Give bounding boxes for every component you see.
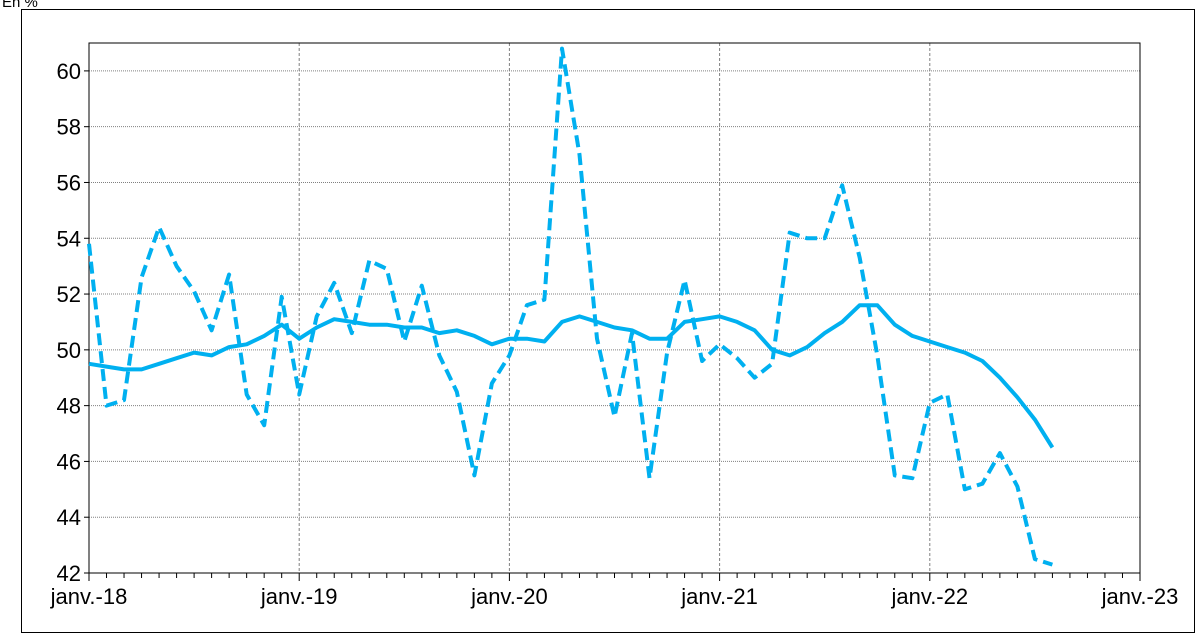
x-tick-label: janv.-23	[1101, 584, 1179, 609]
y-tick-label: 54	[57, 226, 81, 251]
x-tick-label: janv.-22	[890, 584, 968, 609]
y-tick-label: 46	[57, 449, 81, 474]
y-tick-label: 56	[57, 170, 81, 195]
x-tick-label: janv.-20	[470, 584, 548, 609]
dashed-series-line	[87, 46, 1053, 567]
x-tick-label: janv.-19	[260, 584, 338, 609]
x-tick-label: janv.-18	[50, 584, 128, 609]
solid-series-line	[88, 303, 1055, 449]
y-tick-label: 60	[57, 59, 81, 84]
y-tick-label: 44	[57, 505, 81, 530]
y-tick-label: 52	[57, 282, 81, 307]
chart-frame	[21, 9, 1195, 633]
y-tick-label: 48	[57, 394, 81, 419]
plot-area-border	[88, 42, 1141, 574]
y-unit-label: En %	[2, 0, 38, 11]
y-tick-label: 50	[57, 338, 81, 363]
y-tick-label: 42	[57, 561, 81, 586]
y-tick-label: 58	[57, 115, 81, 140]
x-tick-label: janv.-21	[680, 584, 758, 609]
